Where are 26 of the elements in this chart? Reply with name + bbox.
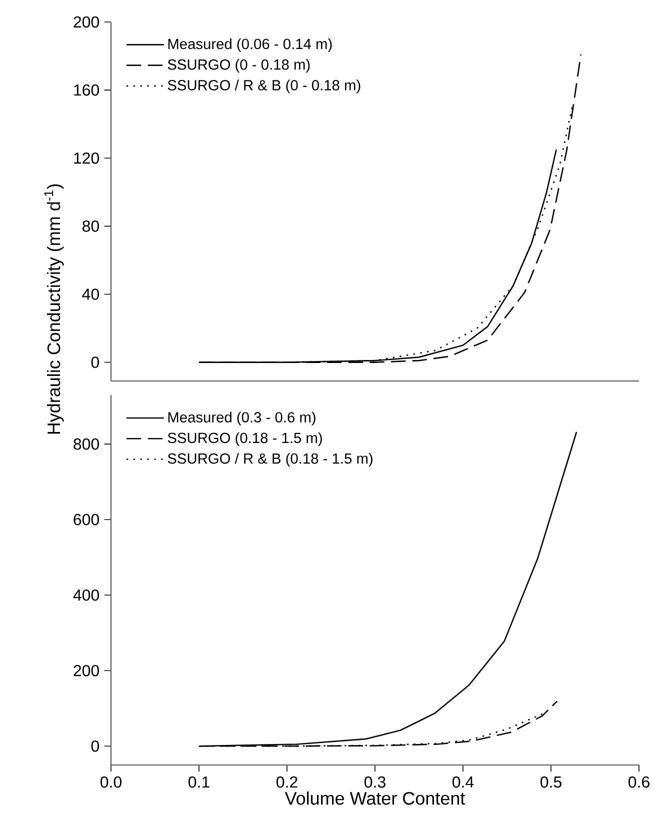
x-tick-label: 0.3 (364, 776, 386, 788)
y-tick-label: 600 (74, 514, 100, 526)
legend-label: SSURGO (0.18 - 1.5 m) (168, 432, 322, 446)
y-tick-label: 0 (92, 356, 100, 368)
y-tick-label: 120 (74, 152, 100, 164)
y-tick-label: 200 (74, 664, 100, 676)
x-tick-label: 0.1 (188, 776, 210, 788)
legend-label: SSURGO / R & B (0 - 0.18 m) (168, 80, 360, 94)
y-tick-label: 80 (82, 220, 100, 232)
y-tick-label: 800 (74, 438, 100, 450)
y-tick-label: 200 (74, 16, 100, 28)
y-axis-title: Hydraulic Conductivity (mm d$^{-1}$) (44, 184, 64, 434)
x-axis-title: Volume Water Content (285, 792, 466, 805)
y-tick-label: 400 (74, 589, 100, 601)
y-tick-label: 40 (82, 288, 100, 300)
x-tick-label: 0.4 (452, 776, 474, 788)
legend-label: SSURGO (0 - 0.18 m) (168, 58, 310, 73)
x-tick-label: 0.2 (276, 776, 298, 788)
legend-label: Measured (0.3 - 0.6 m) (168, 412, 316, 426)
y-tick-label: 0 (92, 740, 100, 752)
x-tick-label: 0.6 (628, 776, 650, 788)
legend-label: SSURGO / R & B (0.18 - 1.5 m) (168, 452, 373, 467)
legend-label: Measured (0.06 - 0.14 m) (168, 38, 332, 52)
x-tick-label: 0.5 (540, 776, 562, 788)
y-tick-label: 160 (74, 84, 100, 96)
x-tick-label: 0.0 (100, 776, 122, 788)
